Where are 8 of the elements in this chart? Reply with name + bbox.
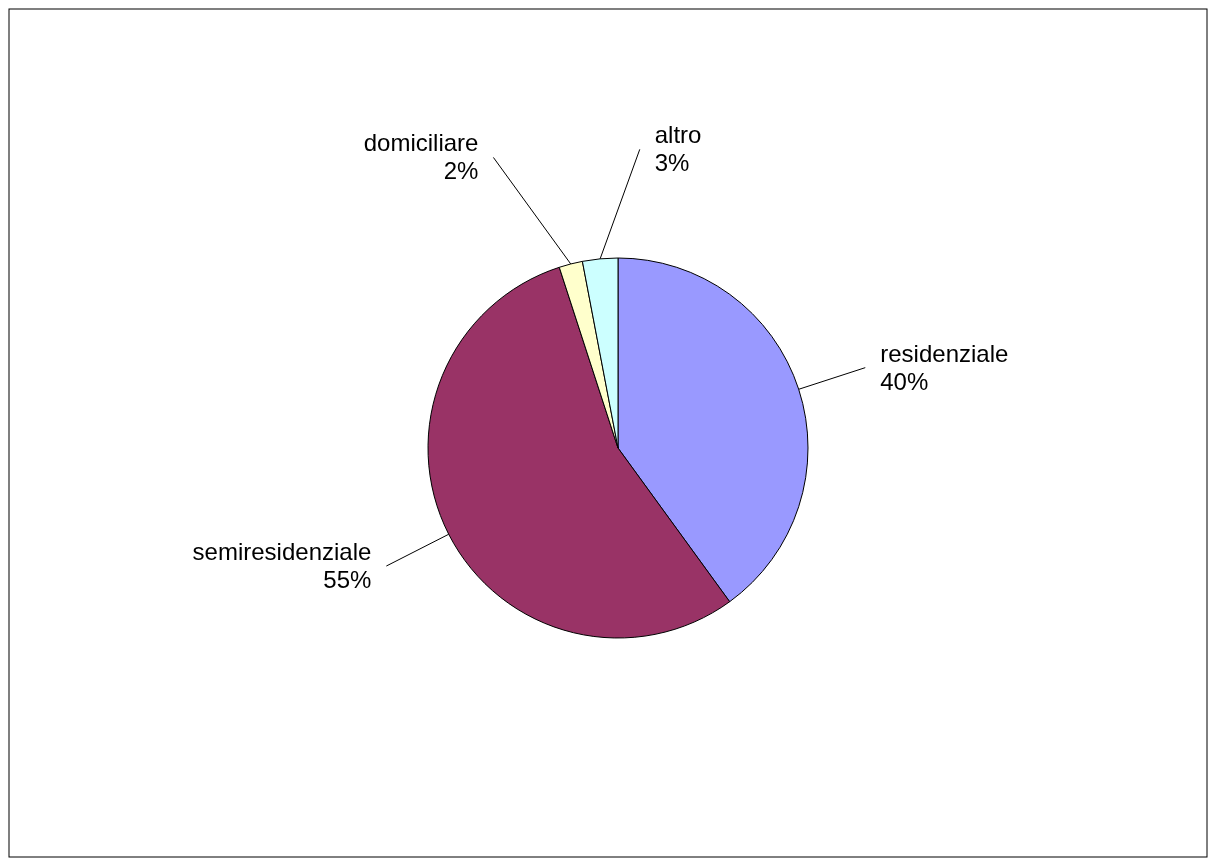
- slice-label: domiciliare: [363, 129, 479, 157]
- data-label: 2%: [443, 157, 479, 185]
- data-label: 55%: [323, 566, 372, 594]
- slice-label: residenziale: [880, 339, 1009, 367]
- data-label: 3%: [654, 149, 690, 177]
- slice-label: semiresidenziale: [192, 538, 372, 566]
- slice-label: altro: [654, 121, 702, 149]
- data-label: 40%: [880, 367, 929, 395]
